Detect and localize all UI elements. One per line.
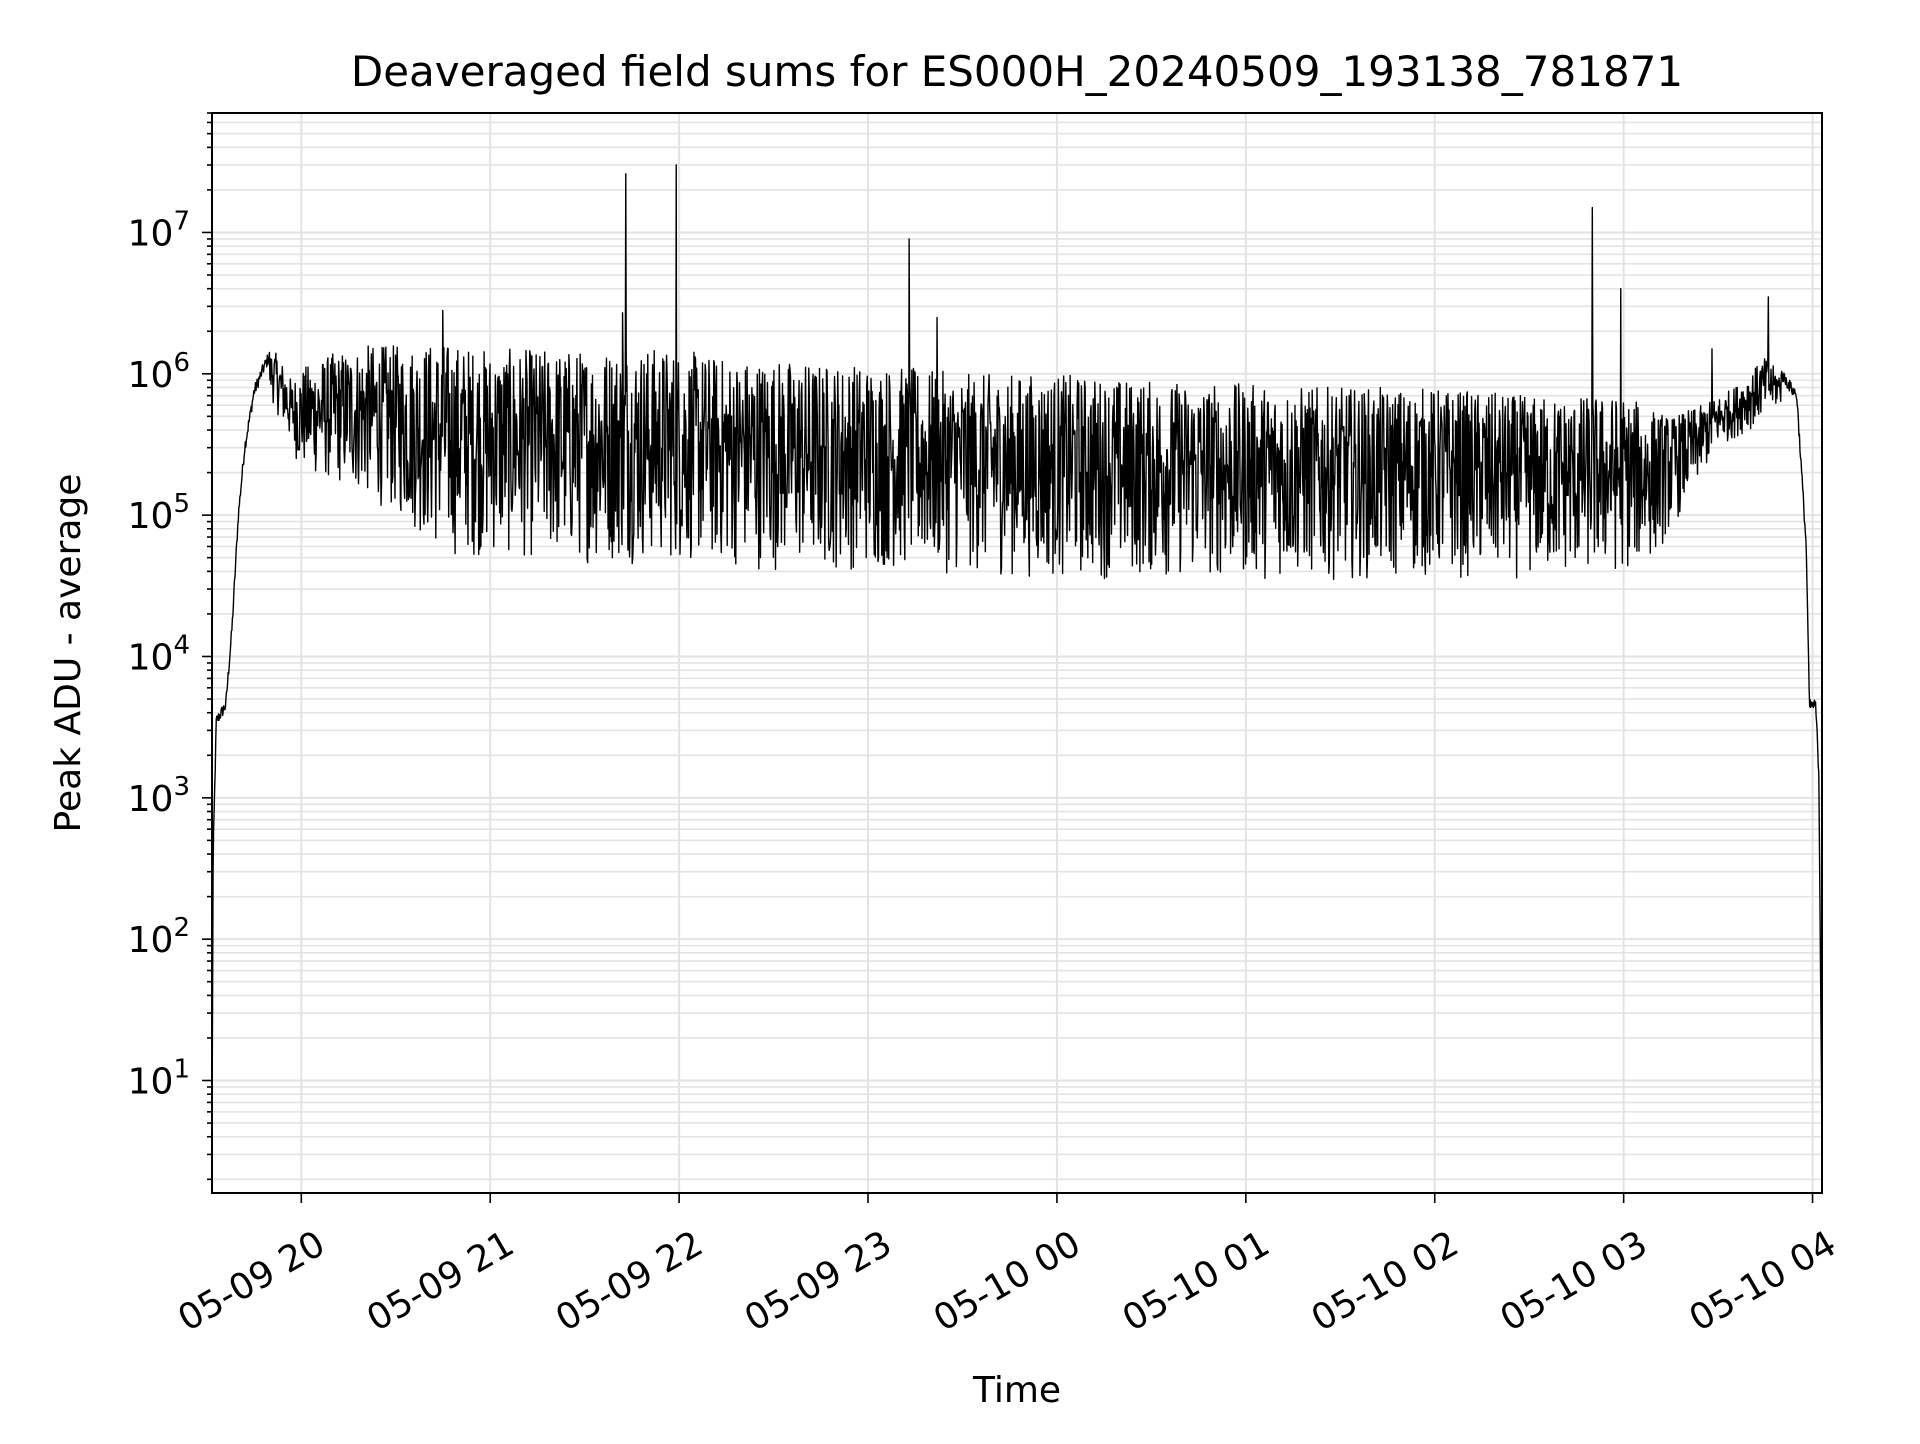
series-line <box>211 164 1823 1138</box>
y-tick-label: 104 <box>128 630 190 678</box>
y-tick-label: 103 <box>128 772 190 820</box>
axis-ticks <box>202 112 1814 1203</box>
y-tick-exponent: 3 <box>173 772 190 802</box>
y-tick-exponent: 5 <box>173 489 190 519</box>
y-tick-label: 101 <box>128 1055 190 1103</box>
y-tick-label: 105 <box>128 489 190 537</box>
x-axis-label: Time <box>972 1370 1061 1411</box>
x-tick-label: 05-10 04 <box>1683 1223 1844 1339</box>
y-tick-label: 106 <box>128 348 190 396</box>
x-tick-label: 05-10 03 <box>1494 1223 1655 1339</box>
y-tick-base: 10 <box>128 496 174 537</box>
x-tick-label: 05-10 00 <box>927 1223 1088 1339</box>
x-tick-label: 05-09 20 <box>171 1223 332 1339</box>
y-tick-label: 102 <box>128 913 190 961</box>
plot-frame <box>211 112 1823 1194</box>
y-tick-base: 10 <box>128 779 174 820</box>
y-tick-exponent: 4 <box>173 630 190 660</box>
y-tick-exponent: 6 <box>173 348 190 378</box>
grid-lines <box>212 112 1822 1193</box>
y-tick-exponent: 1 <box>173 1055 190 1085</box>
y-tick-base: 10 <box>128 920 174 961</box>
y-tick-exponent: 2 <box>173 913 190 943</box>
x-tick-label: 05-09 21 <box>360 1223 521 1339</box>
y-axis-label: Peak ADU - average <box>48 474 89 833</box>
y-tick-base: 10 <box>128 1062 174 1103</box>
chart-title: Deaveraged field sums for ES000H_2024050… <box>351 47 1683 96</box>
x-tick-labels: 05-09 20 05-09 21 05-09 22 05-09 23 05-10 00… <box>171 1223 1843 1339</box>
x-tick-label: 05-10 01 <box>1116 1223 1277 1339</box>
x-tick-label: 05-09 22 <box>549 1223 710 1339</box>
y-tick-base: 10 <box>128 213 174 254</box>
y-tick-label: 107 <box>128 206 190 254</box>
y-tick-exponent: 7 <box>173 206 190 236</box>
y-tick-base: 10 <box>128 637 174 678</box>
y-tick-base: 10 <box>128 355 174 396</box>
x-tick-label: 05-10 02 <box>1305 1223 1466 1339</box>
series-line-group <box>211 164 1823 1138</box>
x-tick-label: 05-09 23 <box>738 1223 899 1339</box>
